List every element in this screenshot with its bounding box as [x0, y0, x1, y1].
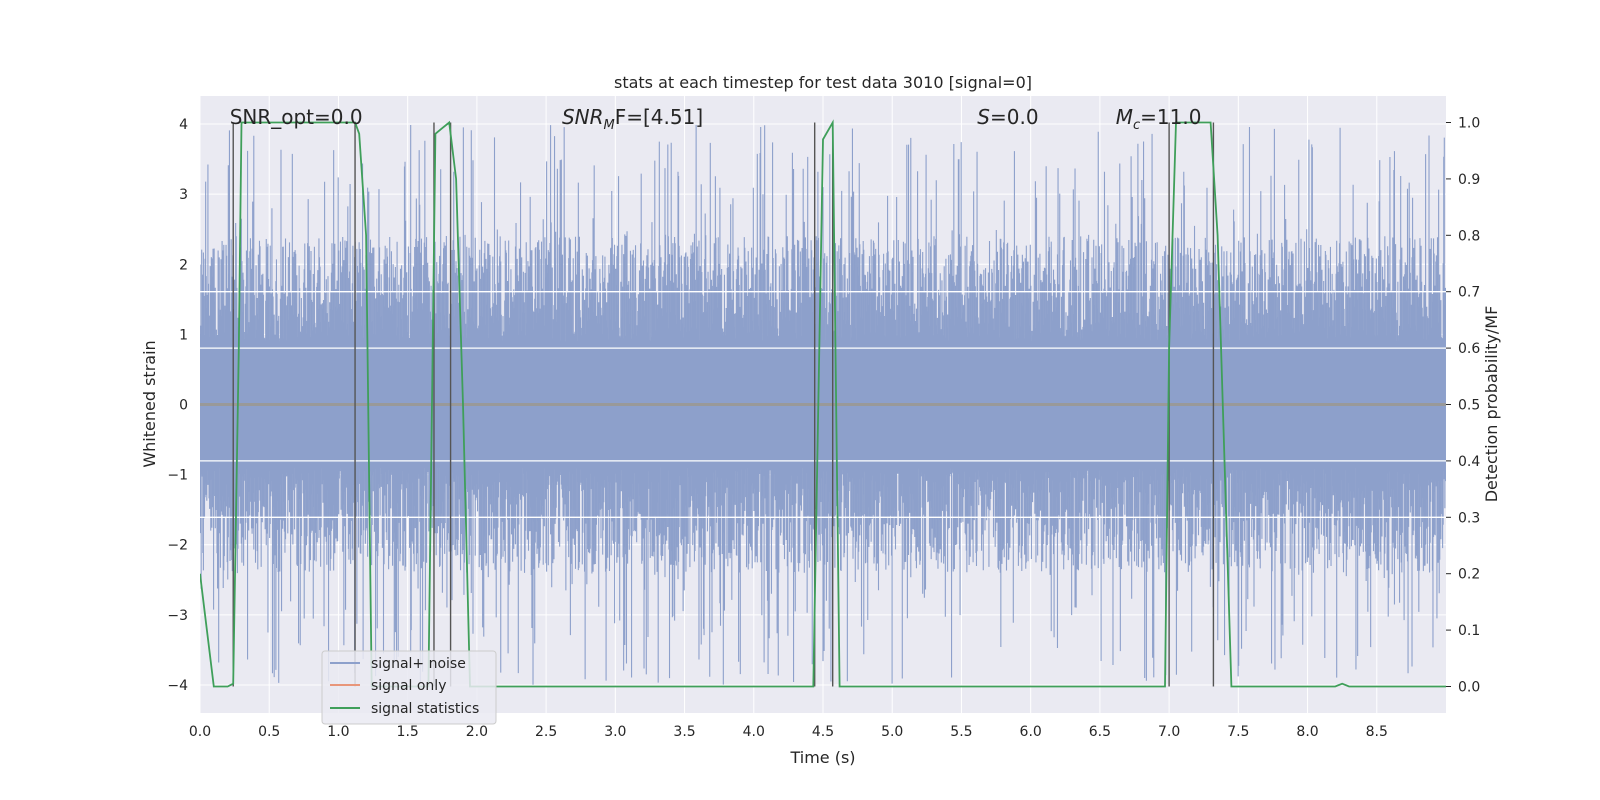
x-tick-label: 0.5	[258, 724, 280, 740]
chart-title: stats at each timestep for test data 301…	[614, 73, 1032, 92]
y-left-tick-label: −1	[167, 468, 188, 484]
x-tick-label: 6.5	[1089, 724, 1111, 740]
y-right-tick-label: 0.4	[1458, 454, 1480, 470]
x-tick-label: 8.0	[1296, 724, 1318, 740]
x-tick-label: 0.0	[189, 724, 211, 740]
y-right-tick-label: 0.9	[1458, 172, 1480, 188]
legend-box	[321, 650, 497, 725]
x-axis-label: Time (s)	[789, 748, 855, 767]
y-right-tick-label: 1.0	[1458, 116, 1480, 132]
y-right-tick-label: 0.3	[1458, 510, 1480, 526]
annotation-snr-opt: SNR_opt=0.0	[230, 105, 363, 129]
x-tick-label: 5.0	[881, 724, 903, 740]
x-tick-label: 2.5	[535, 724, 557, 740]
x-tick-label: 3.5	[673, 724, 695, 740]
x-tick-label: 7.5	[1227, 724, 1249, 740]
x-axis-ticks: 0.0 0.5 1.0 1.5 2.0 2.5 3.0 3.5 4.0 4.5 5.0 5.5 6.0 6…	[189, 724, 1388, 740]
x-tick-label: 8.5	[1366, 724, 1388, 740]
x-tick-label: 1.0	[327, 724, 349, 740]
annotation-snr-mf: SNRMF=[4.51]	[562, 105, 703, 133]
y-right-axis-label: Detection probability/MF	[1482, 306, 1501, 503]
annotation-s: S=0.0	[977, 105, 1038, 129]
y-right-tick-label: 0.1	[1458, 623, 1480, 639]
legend-label-noise: signal+ noise	[371, 656, 466, 672]
annotation-mc: Mc=11.0	[1116, 105, 1202, 133]
x-tick-label: 5.5	[950, 724, 972, 740]
y-right-tick-label: 0.7	[1458, 285, 1480, 301]
x-tick-label: 2.0	[466, 724, 488, 740]
x-tick-label: 6.0	[1020, 724, 1042, 740]
y-left-axis-label: Whitened strain	[140, 340, 159, 467]
legend-label-statistics: signal statistics	[371, 701, 479, 717]
y-right-tick-label: 0.0	[1458, 679, 1480, 695]
y-right-tick-label: 0.2	[1458, 567, 1480, 583]
y-left-tick-label: −4	[167, 678, 188, 694]
x-tick-label: 4.5	[812, 724, 834, 740]
y-left-tick-label: 0	[179, 398, 188, 414]
x-tick-label: 4.0	[743, 724, 765, 740]
y-left-tick-label: 4	[179, 117, 188, 133]
x-tick-label: 7.0	[1158, 724, 1180, 740]
y-right-tick-label: 0.8	[1458, 228, 1480, 244]
y-left-tick-label: 3	[179, 187, 188, 203]
y-left-axis-ticks: −4 −3 −2 −1 0 1 2 3 4	[167, 117, 188, 694]
x-tick-label: 3.0	[604, 724, 626, 740]
y-left-tick-label: 1	[179, 327, 188, 343]
legend-label-signal: signal only	[371, 678, 446, 694]
y-left-tick-label: 2	[179, 257, 188, 273]
y-right-tick-label: 0.6	[1458, 341, 1480, 357]
y-left-tick-label: −3	[167, 608, 188, 624]
y-right-axis-ticks: 0.0 0.1 0.2 0.3 0.4 0.5 0.6 0.7 0.8 0.9 1.0	[1446, 116, 1480, 695]
x-tick-label: 1.5	[397, 724, 419, 740]
annotations: SNR_opt=0.0 SNRMF=[4.51] S=0.0 Mc=11.0	[230, 105, 1202, 133]
y-right-tick-label: 0.5	[1458, 398, 1480, 414]
y-left-tick-label: −2	[167, 538, 188, 554]
legend: signal+ noise signal only signal statist…	[321, 650, 497, 725]
